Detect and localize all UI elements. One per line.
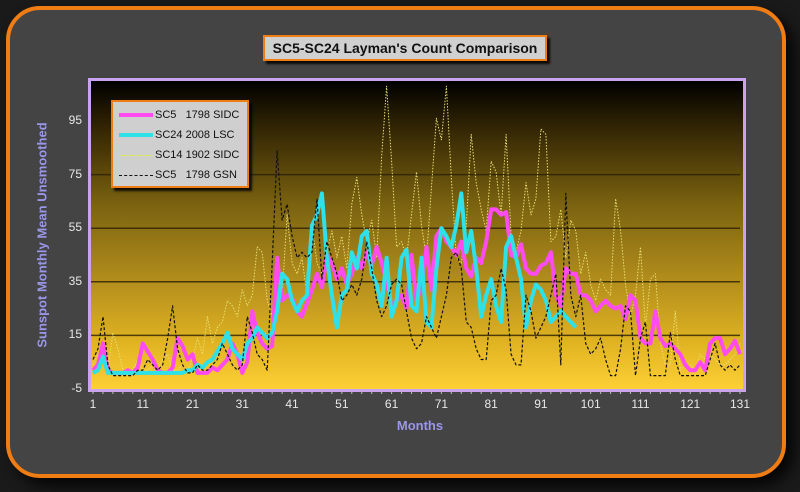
x-tick-label: 81	[484, 397, 498, 411]
legend-item-sc24-lsc: SC24 2008 LSC	[117, 126, 247, 146]
y-tick-label: 35	[68, 273, 82, 288]
legend-item-sc14-sidc: SC14 1902 SIDC	[117, 146, 247, 166]
x-tick-label: 1	[89, 397, 97, 411]
x-tick-label: 21	[185, 397, 200, 411]
y-tick-label: -5	[71, 381, 82, 395]
y-tick-label: 75	[68, 166, 82, 181]
x-tick-marks	[92, 391, 741, 394]
series-line	[92, 149, 741, 377]
plot-area	[88, 78, 746, 392]
legend-swatch-black-dashed	[119, 175, 153, 176]
legend-swatch-magenta	[119, 113, 153, 117]
x-tick-label: 91	[534, 397, 548, 411]
series-lines	[91, 85, 742, 377]
x-tick-label: 131	[729, 397, 751, 411]
x-tick-label: 71	[434, 397, 449, 411]
x-tick-label: 101	[580, 397, 601, 411]
chart-title: SC5-SC24 Layman's Count Comparison	[263, 35, 547, 61]
legend-swatch-yellow	[119, 155, 153, 156]
legend-item-sc5-gsn: SC5 1798 GSN	[117, 166, 247, 186]
series-line	[92, 191, 578, 375]
x-axis-label: Months	[396, 418, 444, 433]
x-tick-label: 121	[680, 397, 701, 411]
y-tick-label: 95	[68, 113, 82, 127]
legend: SC5 1798 SIDC SC24 2008 LSC SC14 1902 SI…	[111, 100, 249, 188]
x-tick-label: 41	[285, 397, 299, 411]
y-tick-label: 55	[68, 220, 82, 235]
y-tick-label: 15	[68, 327, 82, 342]
x-tick-label: 31	[235, 397, 249, 411]
x-tick-label: 11	[136, 397, 149, 411]
legend-swatch-cyan	[119, 133, 153, 137]
x-tick-label: 61	[384, 397, 399, 411]
legend-item-sc5-sidc: SC5 1798 SIDC	[117, 106, 247, 126]
y-axis-label: Sunspot Monthly Mean Unsmoothed	[34, 122, 50, 348]
x-tick-label: 111	[631, 397, 650, 411]
x-tick-label: 51	[335, 397, 349, 411]
